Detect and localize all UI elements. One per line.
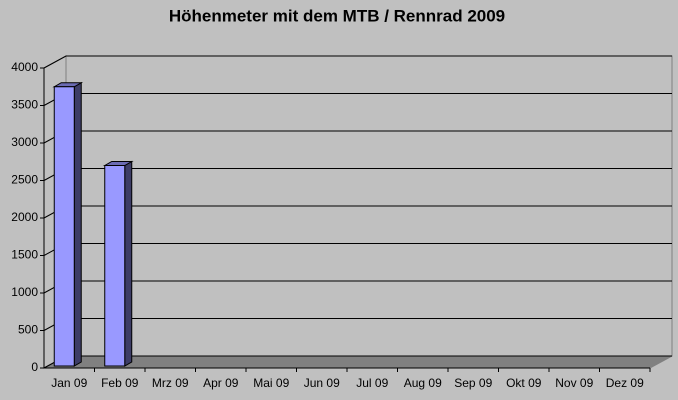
y-tick-label: 1500: [11, 248, 38, 262]
y-tick-label: 0: [31, 360, 38, 374]
x-tick-label: Mai 09: [253, 376, 289, 390]
y-tick-label: 2500: [11, 173, 38, 187]
y-tick-label: 3500: [11, 98, 38, 112]
y-tick-label: 1000: [11, 285, 38, 299]
bar-side: [124, 160, 133, 367]
x-tick-label: Dez 09: [606, 376, 644, 390]
x-tick-label: Jul 09: [356, 376, 388, 390]
x-tick-label: Nov 09: [555, 376, 593, 390]
floor: [43, 355, 673, 369]
x-tick-label: Okt 09: [506, 376, 542, 390]
x-tick-label: Apr 09: [203, 376, 239, 390]
x-tick-label: Feb 09: [101, 376, 139, 390]
x-tick-label: Sep 09: [454, 376, 492, 390]
x-tick-label: Mrz 09: [152, 376, 189, 390]
bar-side: [73, 81, 82, 367]
y-tick-label: 3000: [11, 135, 38, 149]
bar: [104, 165, 126, 367]
chart-title: Höhenmeter mit dem MTB / Rennrad 2009: [169, 6, 505, 25]
bar: [53, 86, 75, 367]
x-tick-label: Jun 09: [304, 376, 340, 390]
x-tick-label: Aug 09: [404, 376, 442, 390]
y-tick-label: 500: [18, 323, 38, 337]
y-tick-label: 4000: [11, 60, 38, 74]
x-tick-label: Jan 09: [51, 376, 87, 390]
y-tick-label: 2000: [11, 210, 38, 224]
grid-line: [43, 55, 672, 69]
